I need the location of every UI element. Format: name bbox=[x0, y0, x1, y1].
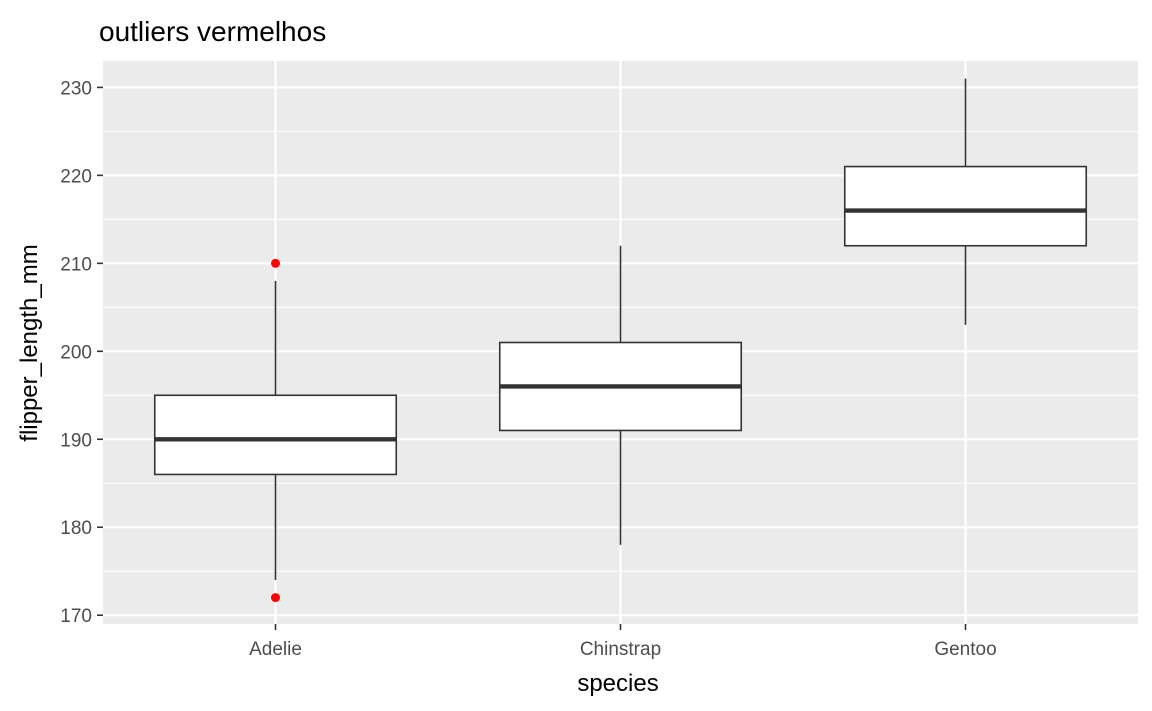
y-tick-label: 210 bbox=[60, 254, 92, 275]
y-tick-label: 220 bbox=[60, 166, 92, 187]
x-axis: Adelie Chinstrap Gentoo bbox=[249, 624, 997, 660]
iqr-box bbox=[843, 165, 1088, 247]
x-tick-label: Chinstrap bbox=[580, 639, 661, 660]
y-axis: 170 180 190 200 210 220 230 bbox=[60, 78, 103, 627]
chart-title: outliers vermelhos bbox=[99, 16, 326, 47]
outlier-point bbox=[271, 593, 280, 603]
box-chinstrap bbox=[498, 245, 743, 545]
x-tick-label: Adelie bbox=[249, 639, 302, 660]
x-axis-title: species bbox=[577, 670, 658, 697]
y-tick-label: 180 bbox=[60, 518, 92, 539]
box-gentoo bbox=[843, 78, 1088, 325]
box-adelie bbox=[153, 258, 398, 603]
box-layer bbox=[153, 78, 1088, 603]
y-tick-label: 230 bbox=[60, 78, 92, 99]
y-tick-label: 200 bbox=[60, 342, 92, 363]
iqr-box bbox=[153, 394, 398, 476]
y-axis-title: flipper_length_mm bbox=[16, 244, 43, 441]
y-tick-label: 170 bbox=[60, 606, 92, 627]
x-tick-label: Gentoo bbox=[934, 639, 996, 660]
y-tick-label: 190 bbox=[60, 430, 92, 451]
outlier-point bbox=[271, 258, 280, 268]
